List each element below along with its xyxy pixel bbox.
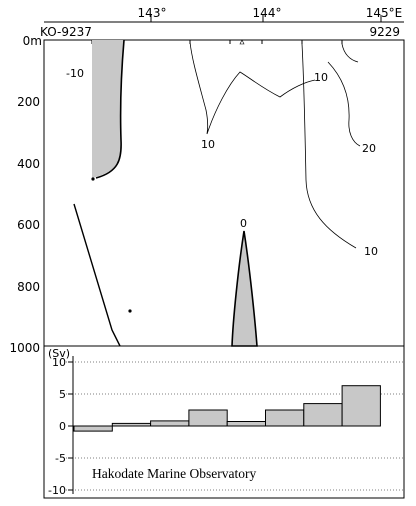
longitude-tick-label: 145°E (366, 6, 403, 20)
transport-bar (150, 420, 190, 427)
y-tick-label: 5 (59, 388, 66, 401)
longitude-tick-label: 143° (138, 6, 167, 20)
zero-contour-left (95, 39, 125, 179)
contour-near-surface (239, 39, 245, 45)
data-point (91, 177, 95, 181)
depth-tick-label: 400 (17, 157, 40, 171)
transport-bar (265, 409, 305, 427)
contour-label: 10 (201, 138, 215, 151)
transport-grid (66, 361, 404, 491)
contour-10-a (189, 41, 316, 135)
negative-region-left (92, 40, 124, 178)
transport-panel-frame (43, 345, 405, 499)
contour-lower-left (73, 203, 121, 347)
transport-bar (341, 385, 381, 427)
transport-bar (226, 421, 266, 427)
transport-bars (73, 385, 381, 432)
contour-label: 20 (362, 142, 376, 155)
negative-region-spike (231, 230, 258, 347)
depth-tick-label: 0m (23, 34, 42, 48)
transport-bar (73, 425, 113, 432)
contour-right-edge (341, 43, 359, 63)
contour-10-b (301, 43, 357, 249)
contour-label: 10 (314, 71, 328, 84)
longitude-axis: 143° 144° 145°E (44, 6, 404, 23)
contour-label: 0 (240, 217, 247, 230)
depth-tick-label: 600 (17, 218, 40, 232)
station-label-left: KO-9237 (40, 25, 92, 39)
depth-axis: 0m 200 400 600 800 1000 (9, 34, 42, 355)
y-tick-label: -5 (55, 452, 66, 465)
station-ticks (91, 40, 343, 44)
y-tick-label: 10 (52, 356, 66, 369)
depth-tick-label: 1000 (9, 341, 40, 355)
contour-label: 10 (364, 245, 378, 258)
depth-tick-label: 200 (17, 95, 40, 109)
depth-tick-label: 800 (17, 280, 40, 294)
transport-bar (188, 409, 228, 427)
contour-20 (327, 61, 361, 147)
station-label-right: 9229 (369, 25, 400, 39)
transport-y-ticks (68, 361, 73, 491)
transport-y-label: (Sv) (48, 347, 70, 360)
y-tick-label: 0 (59, 420, 66, 433)
transport-bar (303, 403, 343, 427)
longitude-tick-label: 144° (253, 6, 282, 20)
contour-label: -10 (66, 67, 84, 80)
data-point (128, 309, 132, 313)
y-tick-label: -10 (48, 484, 66, 497)
credit-annotation: Hakodate Marine Observatory (92, 466, 256, 481)
